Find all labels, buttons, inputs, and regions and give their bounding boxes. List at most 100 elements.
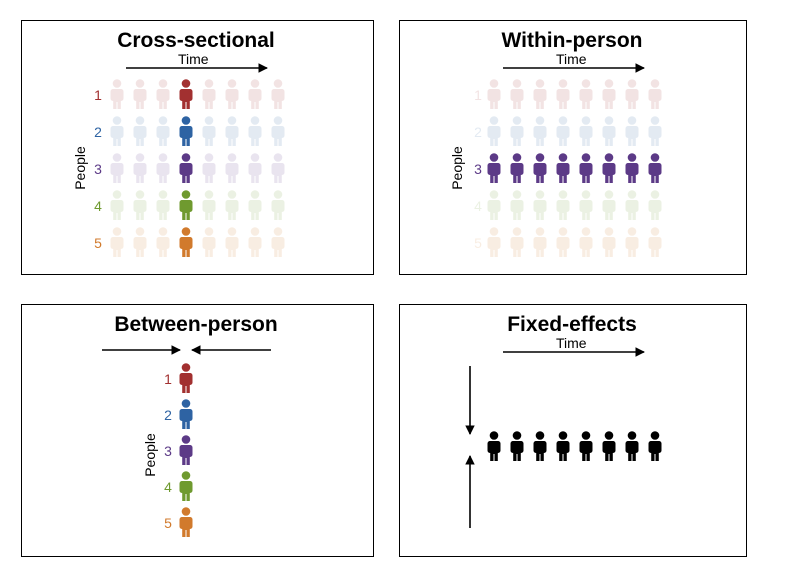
person-icon-faded <box>487 227 501 257</box>
person-icon-faded <box>110 227 124 257</box>
person-icon-highlighted <box>179 399 193 429</box>
person-icon-faded <box>579 116 593 146</box>
title-between-person: Between-person <box>114 313 278 336</box>
person-icon-highlighted <box>510 153 524 183</box>
person-icon-highlighted <box>602 153 616 183</box>
person-icon-faded <box>556 79 570 109</box>
person-icon-faded <box>602 79 616 109</box>
person-icon-highlighted <box>648 153 662 183</box>
person-icon-faded <box>533 227 547 257</box>
row-label-within-person: 3 <box>474 161 482 177</box>
person-icon-faded <box>202 116 216 146</box>
person-icon-faded <box>225 153 239 183</box>
person-icon-faded <box>202 79 216 109</box>
person-icon-faded <box>248 227 262 257</box>
person-icon-faded <box>248 153 262 183</box>
person-icon-faded <box>648 79 662 109</box>
person-icon-faded <box>110 79 124 109</box>
person-icon-faded <box>648 116 662 146</box>
row-label-cross-sectional: 5 <box>94 235 102 251</box>
row-label-within-person: 2 <box>474 124 482 140</box>
row-label-cross-sectional: 4 <box>94 198 102 214</box>
person-icon-faded <box>133 116 147 146</box>
person-icon-highlighted <box>179 116 193 146</box>
person-icon-faded <box>133 79 147 109</box>
person-icon-black <box>533 431 547 461</box>
person-icon-faded <box>510 116 524 146</box>
person-icon-faded <box>602 190 616 220</box>
row-label-within-person: 5 <box>474 235 482 251</box>
person-icon-faded <box>156 227 170 257</box>
title-within-person: Within-person <box>501 29 643 52</box>
person-icon-faded <box>133 227 147 257</box>
person-icon-faded <box>533 190 547 220</box>
person-icon-faded <box>625 227 639 257</box>
person-icon-highlighted <box>487 153 501 183</box>
person-icon-faded <box>271 79 285 109</box>
person-icon-highlighted <box>179 435 193 465</box>
person-icon-faded <box>225 116 239 146</box>
person-icon-faded <box>648 190 662 220</box>
person-icon-faded <box>625 190 639 220</box>
person-icon-black <box>579 431 593 461</box>
panel-cross-sectional <box>21 20 374 275</box>
person-icon-faded <box>556 227 570 257</box>
person-icon-faded <box>625 116 639 146</box>
person-icon-faded <box>110 153 124 183</box>
person-icon-faded <box>556 190 570 220</box>
person-icon-faded <box>487 116 501 146</box>
person-icon-faded <box>271 227 285 257</box>
person-icon-faded <box>156 79 170 109</box>
person-icon-faded <box>156 116 170 146</box>
person-icon-highlighted <box>179 363 193 393</box>
panel-within-person <box>399 20 747 275</box>
people-label-between-person: People <box>142 433 158 477</box>
person-icon-faded <box>625 79 639 109</box>
person-icon-highlighted <box>179 227 193 257</box>
person-icon-faded <box>225 79 239 109</box>
person-icon-faded <box>110 116 124 146</box>
person-icon-faded <box>579 227 593 257</box>
person-icon-faded <box>533 79 547 109</box>
person-icon-faded <box>133 153 147 183</box>
person-icon-faded <box>248 190 262 220</box>
person-icon-faded <box>271 153 285 183</box>
time-label-cross-sectional: Time <box>178 51 209 67</box>
person-icon-highlighted <box>179 190 193 220</box>
person-icon-highlighted <box>533 153 547 183</box>
person-icon-faded <box>110 190 124 220</box>
person-icon-highlighted <box>179 471 193 501</box>
row-label-within-person: 1 <box>474 87 482 103</box>
person-icon-faded <box>579 79 593 109</box>
person-icon-faded <box>133 190 147 220</box>
person-icon-black <box>487 431 501 461</box>
person-icon-faded <box>202 190 216 220</box>
row-label-within-person: 4 <box>474 198 482 214</box>
row-label-cross-sectional: 2 <box>94 124 102 140</box>
person-icon-black <box>648 431 662 461</box>
person-icon-faded <box>202 227 216 257</box>
person-icon-faded <box>602 227 616 257</box>
time-label-within-person: Time <box>556 51 587 67</box>
person-icon-faded <box>202 153 216 183</box>
person-icon-faded <box>602 116 616 146</box>
person-icon-faded <box>510 227 524 257</box>
person-icon-highlighted <box>579 153 593 183</box>
person-icon-faded <box>271 116 285 146</box>
row-label-between-person: 1 <box>164 371 172 387</box>
row-label-between-person: 5 <box>164 515 172 531</box>
person-icon-black <box>510 431 524 461</box>
row-label-between-person: 3 <box>164 443 172 459</box>
person-icon-highlighted <box>625 153 639 183</box>
person-icon-highlighted <box>179 507 193 537</box>
person-icon-black <box>602 431 616 461</box>
title-cross-sectional: Cross-sectional <box>117 29 275 52</box>
person-icon-black <box>625 431 639 461</box>
person-icon-faded <box>556 116 570 146</box>
person-icon-black <box>556 431 570 461</box>
panel-between-person <box>21 304 374 557</box>
person-icon-faded <box>156 190 170 220</box>
person-icon-faded <box>510 190 524 220</box>
